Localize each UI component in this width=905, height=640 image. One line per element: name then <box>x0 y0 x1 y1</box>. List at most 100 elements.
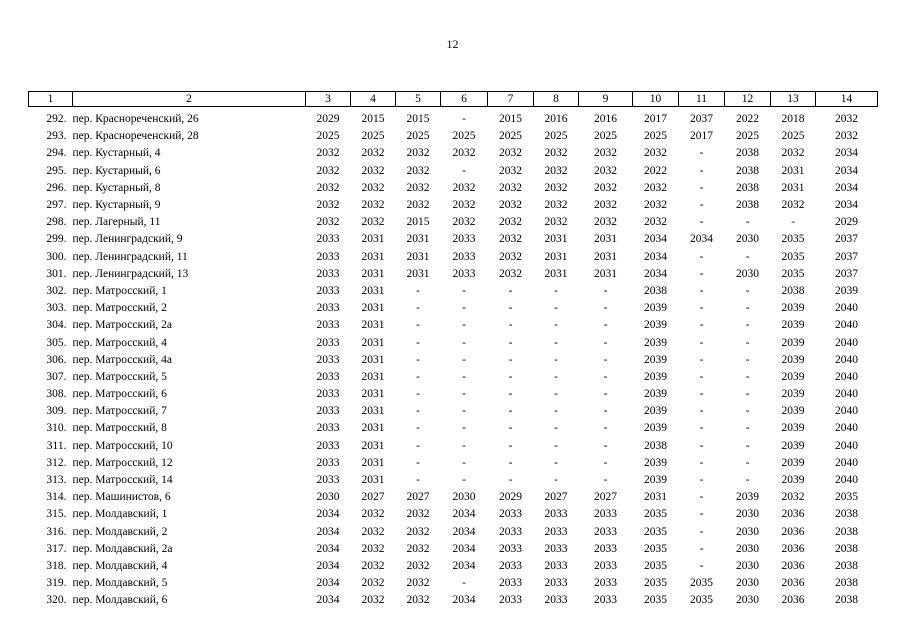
year-cell: - <box>745 302 750 315</box>
year-cell: 2032 <box>452 181 476 194</box>
year-cell: - <box>508 353 513 366</box>
address-cell: пер. Молдавский, 5 <box>72 577 168 590</box>
year-cell: 2025 <box>781 130 805 143</box>
year-cell: - <box>603 422 608 435</box>
address-cell: пер. Молдавский, 2 <box>72 525 168 538</box>
year-cell: 2033 <box>499 542 522 555</box>
header-row: 1 2 3 4 5 6 7 8 9 10 11 12 13 14 <box>28 91 878 107</box>
year-cell: 2016 <box>594 113 617 126</box>
year-cell: 2040 <box>835 439 858 452</box>
year-cell: - <box>745 353 750 366</box>
table-row: 308. пер. Матросский, 6 2033 2031 - - - - - 2039 -… <box>29 386 878 403</box>
year-cell: - <box>699 302 704 315</box>
year-cell: 2033 <box>316 439 340 452</box>
year-cell: - <box>699 181 704 194</box>
year-cell: 2030 <box>736 267 759 280</box>
year-cell: 2031 <box>361 388 385 401</box>
table-row: 304. пер. Матросский, 2а 2033 2031 - - - - - 2039… <box>29 317 878 334</box>
year-cell: - <box>508 336 513 349</box>
year-cell: - <box>699 525 704 538</box>
year-cell: 2033 <box>594 508 617 521</box>
year-cell: 2032 <box>594 199 617 212</box>
year-cell: 2033 <box>316 250 340 263</box>
year-cell: - <box>508 439 513 452</box>
year-cell: 2027 <box>361 491 385 504</box>
year-cell: 2034 <box>644 267 667 280</box>
year-cell: 2036 <box>781 525 805 538</box>
year-cell: 2033 <box>499 508 522 521</box>
row-number: 302. <box>46 284 67 297</box>
row-number: 309. <box>46 405 67 418</box>
table-row: 292. пер. Краснореченский, 26 2029 2015 2015… <box>29 107 878 129</box>
year-cell: - <box>416 336 420 349</box>
year-cell: 2015 <box>406 113 430 126</box>
year-cell: 2033 <box>499 559 522 572</box>
year-cell: - <box>603 284 608 297</box>
row-number: 301. <box>46 267 67 280</box>
address-cell: пер. Матросский, 4 <box>72 336 167 349</box>
year-cell: 2031 <box>594 233 617 246</box>
year-cell: 2039 <box>781 405 805 418</box>
year-cell: - <box>699 353 704 366</box>
year-cell: 2039 <box>781 336 805 349</box>
table-body: 292. пер. Краснореченский, 26 2029 2015 2015… <box>29 107 878 610</box>
year-cell: 2015 <box>499 113 522 126</box>
year-cell: - <box>745 336 750 349</box>
row-number: 294. <box>46 147 67 160</box>
year-cell: - <box>462 370 466 383</box>
year-cell: 2027 <box>594 491 617 504</box>
year-cell: 2033 <box>544 508 568 521</box>
year-cell: 2031 <box>361 302 385 315</box>
year-cell: 2032 <box>499 267 522 280</box>
year-cell: 2035 <box>781 267 805 280</box>
year-cell: 2032 <box>499 164 522 177</box>
year-cell: 2031 <box>361 336 385 349</box>
table-row: 310. пер. Матросский, 8 2033 2031 - - - - - 2039 -… <box>29 420 878 437</box>
year-cell: - <box>554 319 558 332</box>
year-cell: - <box>462 456 466 469</box>
year-cell: 2033 <box>594 594 617 607</box>
year-cell: 2035 <box>781 233 805 246</box>
year-cell: 2032 <box>644 181 667 194</box>
year-cell: - <box>462 474 466 487</box>
year-cell: 2034 <box>644 250 667 263</box>
year-cell: - <box>462 422 466 435</box>
year-cell: 2035 <box>644 525 667 538</box>
year-cell: 2032 <box>316 164 340 177</box>
year-cell: 2031 <box>406 233 430 246</box>
year-cell: 2032 <box>499 233 522 246</box>
year-cell: 2039 <box>781 319 805 332</box>
row-number: 312. <box>46 456 67 469</box>
year-cell: 2035 <box>835 491 858 504</box>
year-cell: 2015 <box>361 113 385 126</box>
year-cell: 2039 <box>781 439 805 452</box>
year-cell: 2032 <box>452 147 476 160</box>
table-row: 303. пер. Матросский, 2 2033 2031 - - - - - 2039 -… <box>29 300 878 317</box>
table-row: 305. пер. Матросский, 4 2033 2031 - - - - - 2039 -… <box>29 334 878 351</box>
header-cell: 4 <box>350 91 396 107</box>
year-cell: 2033 <box>499 594 522 607</box>
year-cell: 2032 <box>361 147 385 160</box>
year-cell: - <box>508 388 513 401</box>
year-cell: 2032 <box>644 216 667 229</box>
year-cell: 2037 <box>690 113 713 126</box>
address-cell: пер. Матросский, 1 <box>72 284 167 297</box>
row-number: 304. <box>46 319 67 332</box>
year-cell: 2039 <box>781 302 805 315</box>
year-cell: 2032 <box>406 508 430 521</box>
year-cell: 2037 <box>835 233 858 246</box>
address-cell: пер. Матросский, 5 <box>72 370 167 383</box>
year-cell: - <box>416 284 420 297</box>
year-cell: 2030 <box>736 594 759 607</box>
year-cell: - <box>603 456 608 469</box>
table-row: 295. пер. Кустарный, 6 2032 2032 2032 - 2032 20… <box>29 163 878 180</box>
year-cell: 2034 <box>835 147 858 160</box>
row-number: 314. <box>46 491 67 504</box>
year-cell: 2032 <box>406 199 430 212</box>
year-cell: 2033 <box>594 542 617 555</box>
year-cell: 2034 <box>316 508 340 521</box>
year-cell: 2032 <box>316 199 340 212</box>
address-cell: пер. Краснореченский, 26 <box>72 113 199 126</box>
year-cell: - <box>745 422 750 435</box>
